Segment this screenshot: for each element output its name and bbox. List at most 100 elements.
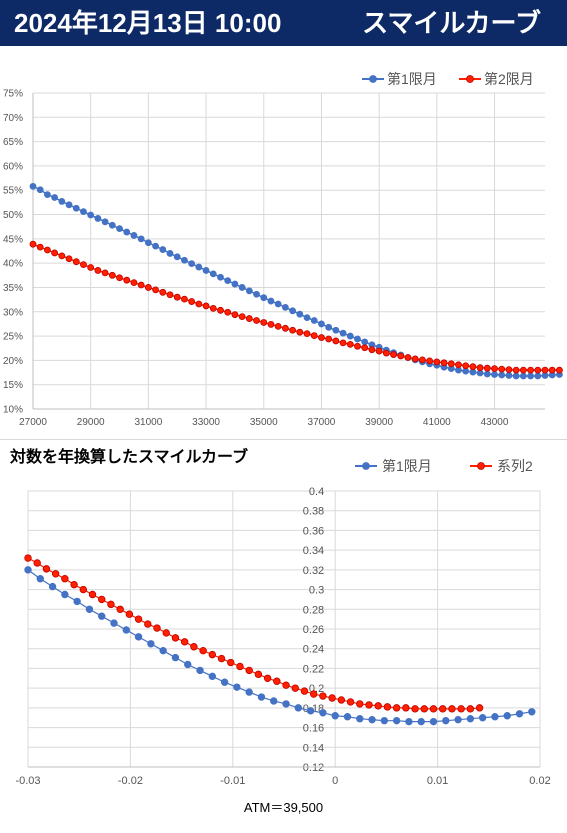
y-tick-label: 50%: [3, 210, 23, 221]
data-point: [195, 300, 203, 308]
data-point: [541, 366, 549, 374]
x-tick-label: 31000: [134, 417, 162, 428]
data-point: [29, 182, 37, 190]
data-point: [61, 575, 69, 583]
data-point: [281, 303, 289, 311]
data-point: [475, 704, 484, 712]
data-point: [209, 304, 217, 312]
data-point: [505, 372, 513, 379]
data-point: [58, 252, 66, 260]
data-point: [337, 696, 346, 704]
data-point: [257, 693, 266, 701]
y-tick-label: 10%: [3, 405, 23, 416]
data-point: [433, 358, 441, 366]
data-point: [98, 595, 106, 604]
data-point: [245, 688, 253, 696]
legend-marker: [466, 75, 474, 83]
data-point: [224, 277, 232, 285]
data-point: [503, 712, 511, 720]
data-point: [281, 324, 289, 332]
data-point: [159, 646, 167, 655]
data-point: [356, 700, 364, 708]
data-point: [440, 359, 448, 367]
data-point: [36, 243, 44, 251]
data-point: [392, 716, 401, 725]
data-point: [65, 255, 73, 263]
data-point: [72, 204, 80, 212]
x-tick-label: 41000: [423, 417, 451, 428]
data-point: [519, 366, 527, 374]
data-point: [374, 702, 382, 710]
data-point: [130, 279, 138, 287]
data-point: [318, 320, 325, 328]
chart-panel-2: 対数を年換算したスマイルカーブ 0.120.140.160.180.20.220…: [0, 440, 567, 833]
data-point: [236, 662, 244, 671]
data-point: [556, 366, 563, 374]
data-point: [346, 332, 354, 340]
x-tick-label: 39000: [365, 417, 393, 428]
data-point: [36, 575, 44, 583]
data-point: [270, 697, 278, 705]
x-tick-label: 33000: [192, 417, 220, 428]
data-point: [339, 339, 347, 347]
data-point: [173, 253, 181, 261]
data-point: [273, 677, 281, 685]
data-point: [325, 323, 333, 331]
data-point: [144, 239, 152, 247]
data-point: [260, 319, 268, 326]
data-point: [181, 295, 188, 303]
data-point: [171, 634, 180, 642]
data-point: [94, 215, 102, 222]
data-point: [122, 626, 131, 634]
data-point: [79, 585, 87, 594]
x-tick-label: -0.01: [220, 775, 245, 787]
data-point: [152, 242, 159, 250]
y-tick-label: 45%: [3, 234, 23, 245]
data-point: [491, 713, 499, 721]
data-point: [245, 315, 253, 322]
data-point: [88, 590, 97, 599]
data-point: [466, 715, 475, 723]
data-point: [448, 705, 456, 713]
data-point: [144, 284, 152, 291]
data-point: [220, 678, 229, 686]
data-point: [505, 366, 513, 374]
log-annualized-smile-chart: 0.120.140.160.180.20.220.240.260.280.30.…: [15, 458, 550, 787]
data-point: [331, 712, 339, 720]
data-point: [462, 362, 470, 370]
header-date: 2024年12月13日 10:00: [14, 8, 282, 38]
data-point: [527, 366, 534, 374]
data-point: [42, 565, 51, 573]
y-tick-label: 0.36: [303, 525, 324, 537]
data-point: [199, 646, 207, 655]
x-tick-label: -0.03: [15, 775, 40, 787]
data-point: [254, 670, 263, 679]
data-point: [528, 708, 536, 716]
data-point: [107, 600, 115, 609]
data-point: [306, 707, 315, 715]
y-tick-label: 60%: [3, 161, 23, 172]
y-tick-label: 0.16: [303, 723, 324, 735]
data-point: [512, 366, 520, 374]
data-point: [289, 307, 297, 315]
data-point: [356, 715, 364, 723]
data-point: [515, 710, 524, 718]
y-tick-label: 40%: [3, 259, 23, 270]
y-tick-label: 55%: [3, 186, 23, 197]
data-point: [123, 276, 131, 284]
data-point: [534, 372, 542, 380]
data-point: [368, 715, 376, 724]
data-point: [94, 267, 102, 274]
data-point: [238, 284, 246, 291]
data-point: [267, 297, 275, 305]
data-point: [361, 338, 369, 346]
data-point: [33, 559, 41, 567]
y-tick-label: 0.3: [309, 585, 324, 597]
data-point: [319, 709, 327, 717]
data-point: [368, 346, 376, 354]
data-point: [253, 290, 260, 298]
data-point: [101, 218, 109, 226]
data-point: [208, 672, 217, 681]
data-point: [195, 263, 203, 271]
data-point: [274, 322, 282, 330]
